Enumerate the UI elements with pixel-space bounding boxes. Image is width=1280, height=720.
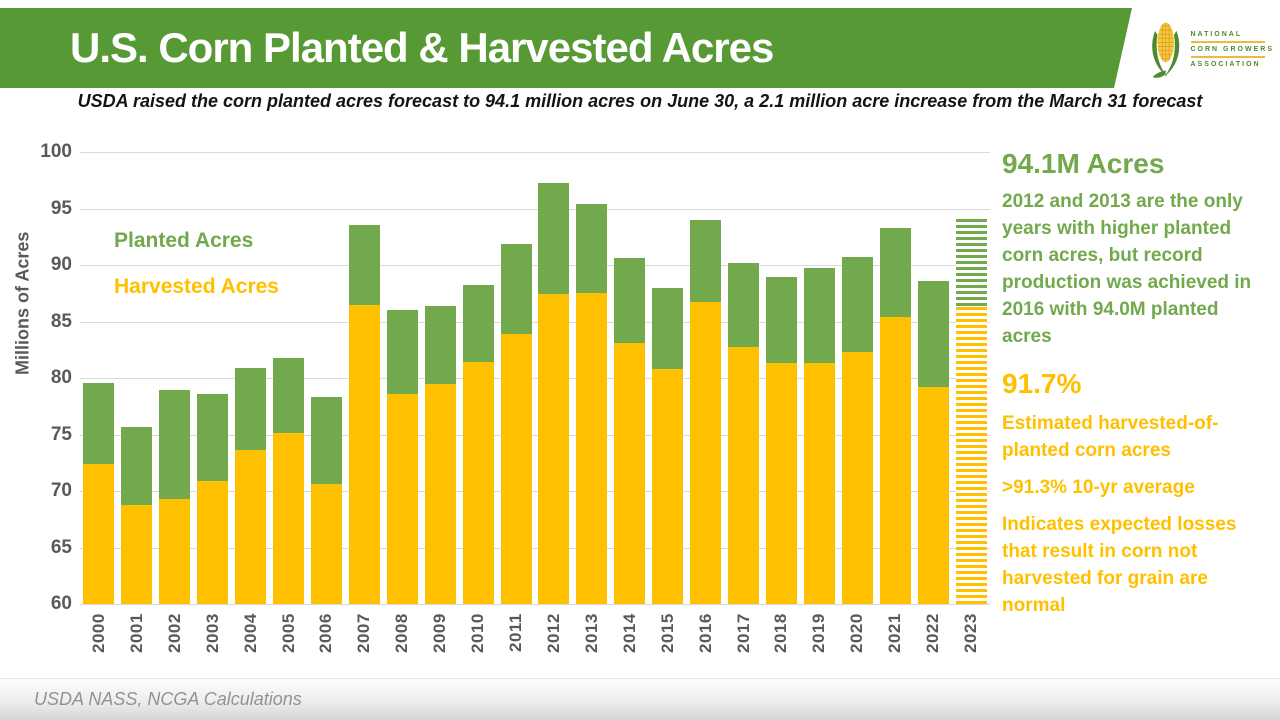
bar-harvested-2012: [538, 294, 570, 604]
callout-percent-headline: 91.7%: [1002, 368, 1082, 399]
y-tick-label-60: 60: [50, 593, 72, 614]
gridline-100: [80, 152, 990, 153]
x-tick-label-2022: 2022: [923, 613, 943, 653]
gridline-80: [80, 378, 990, 379]
logo-line-association: ASSOCIATION: [1190, 60, 1261, 68]
bar-harvested-2018: [765, 363, 797, 604]
legend-harvested-acres: Harvested Acres: [114, 275, 279, 298]
x-tick-label-2007: 2007: [354, 613, 374, 653]
x-tick-label-2023: 2023: [961, 613, 981, 653]
bar-harvested-2020: [841, 352, 873, 604]
x-tick-label-2018: 2018: [771, 613, 791, 653]
subtitle-text: USDA raised the corn planted acres forec…: [77, 91, 1203, 111]
y-tick-label-100: 100: [40, 141, 72, 162]
y-tick-label-80: 80: [50, 367, 72, 388]
callout-percent-body-3: Indicates expected losses that result in…: [1002, 514, 1237, 616]
x-tick-label-2019: 2019: [809, 613, 829, 653]
x-tick-label-2002: 2002: [164, 613, 184, 653]
bar-harvested-2019: [803, 363, 835, 604]
bar-harvested-2004: [235, 450, 267, 604]
footer-bar: USDA NASS, NCGA Calculations: [0, 678, 1280, 720]
bar-harvested-2001: [121, 504, 153, 604]
bar-chart-plot-area: [80, 152, 990, 605]
legend-planted-acres: Planted Acres: [114, 229, 254, 252]
logo-line-national: NATIONAL: [1190, 30, 1243, 38]
x-axis: 2000 2001 2002 2003 2004 2005 2006 2007 2008 2009…: [80, 613, 990, 669]
bar-harvested-2014: [614, 342, 646, 604]
y-tick-label-95: 95: [50, 197, 72, 219]
y-tick-label-85: 85: [50, 310, 72, 332]
bar-harvested-2000: [83, 463, 115, 604]
y-tick-label-90: 90: [50, 254, 72, 275]
x-tick-label-2000: 2000: [88, 613, 108, 653]
bar-harvested-2003: [197, 480, 229, 604]
bar-harvested-2008: [386, 393, 418, 604]
bar-harvested-2007: [348, 304, 380, 604]
x-tick-label-2003: 2003: [202, 613, 222, 653]
x-tick-label-2004: 2004: [240, 613, 260, 653]
bar-harvested-2015: [652, 368, 684, 604]
bar-harvested-2009: [424, 383, 456, 604]
x-tick-label-2011: 2011: [506, 613, 526, 652]
bar-harvested-2010: [462, 362, 494, 604]
gridline-90: [80, 265, 990, 266]
callout-percent-body-2: >91.3% 10-yr average: [1002, 477, 1195, 498]
x-tick-label-2005: 2005: [278, 613, 298, 653]
x-tick-label-2010: 2010: [468, 613, 488, 653]
gridline-60: [80, 604, 990, 605]
page-title: U.S. Corn Planted & Harvested Acres: [70, 24, 774, 71]
gridline-95: [80, 208, 990, 210]
x-tick-label-2006: 2006: [316, 613, 336, 653]
x-tick-label-2020: 2020: [847, 613, 867, 653]
y-tick-label-75: 75: [50, 423, 72, 445]
bar-harvested-2021: [879, 316, 911, 604]
bar-harvested-2005: [273, 433, 305, 604]
x-tick-label-2009: 2009: [430, 613, 450, 653]
logo-line-corn-growers: CORN GROWERS: [1190, 45, 1274, 53]
gridline-65: [80, 547, 990, 549]
gridline-85: [80, 321, 990, 323]
x-tick-label-2016: 2016: [695, 613, 715, 653]
x-tick-label-2021: 2021: [885, 613, 905, 653]
bar-harvested-2022: [917, 387, 949, 604]
gridline-75: [80, 434, 990, 436]
bar-harvested-2011: [500, 333, 532, 604]
x-tick-label-2014: 2014: [619, 613, 639, 653]
callout-acres-body: 2012 and 2013 are the only years with hi…: [1002, 191, 1252, 347]
x-tick-label-2017: 2017: [733, 613, 753, 653]
x-tick-label-2013: 2013: [581, 613, 601, 653]
corn-cob-icon: [1152, 22, 1180, 78]
callout-acres-headline: 94.1M Acres: [1002, 148, 1165, 179]
x-tick-label-2012: 2012: [543, 613, 563, 653]
y-axis: 60 65 70 75 80 85 90 95 100: [28, 141, 72, 614]
x-tick-label-2001: 2001: [126, 613, 146, 653]
y-tick-label-65: 65: [50, 536, 72, 558]
x-tick-label-2015: 2015: [657, 613, 677, 653]
bar-harvested-2017: [728, 347, 760, 604]
y-tick-label-70: 70: [50, 480, 72, 501]
callout-sidebar: 94.1M Acres 2012 and 2013 are the only y…: [1002, 148, 1264, 619]
x-tick-label-2008: 2008: [392, 613, 412, 653]
bar-harvested-2023: [955, 306, 987, 604]
logo-text: NATIONAL CORN GROWERS ASSOCIATION: [1190, 30, 1275, 69]
logo-divider: [1190, 40, 1265, 43]
bar-harvested-2006: [310, 484, 342, 604]
bar-harvested-2002: [159, 498, 191, 604]
source-citation: USDA NASS, NCGA Calculations: [34, 689, 302, 709]
header-banner: U.S. Corn Planted & Harvested Acres: [0, 8, 1132, 88]
logo-divider: [1190, 55, 1265, 58]
gridline-70: [80, 491, 990, 492]
callout-percent-body-1: Estimated harvested-of-planted corn acre…: [1002, 413, 1219, 461]
bar-harvested-2013: [576, 293, 608, 604]
bar-harvested-2016: [690, 302, 722, 604]
ncga-logo: NATIONAL CORN GROWERS ASSOCIATION: [1146, 10, 1274, 88]
